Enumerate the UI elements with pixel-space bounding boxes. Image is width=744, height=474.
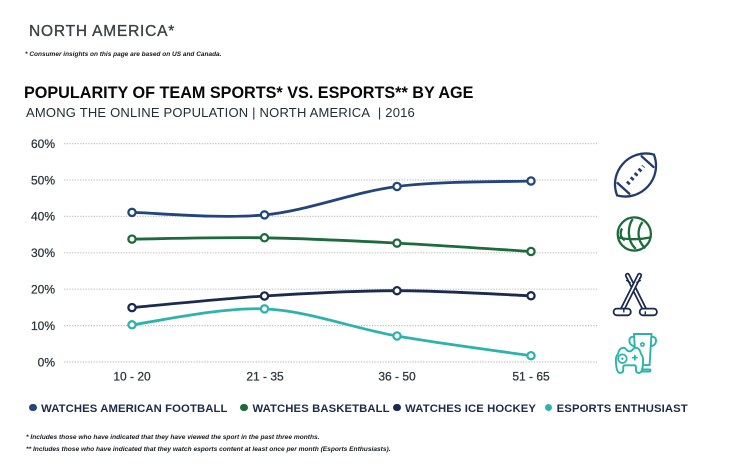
svg-text:40%: 40% — [31, 210, 55, 224]
svg-text:21 - 35: 21 - 35 — [246, 370, 284, 384]
svg-text:36 - 50: 36 - 50 — [378, 370, 416, 384]
svg-text:51 - 65: 51 - 65 — [512, 370, 550, 384]
svg-text:10%: 10% — [31, 319, 55, 333]
svg-text:60%: 60% — [31, 137, 55, 151]
svg-text:10 - 20: 10 - 20 — [113, 370, 151, 384]
svg-text:0%: 0% — [38, 355, 56, 369]
svg-text:20%: 20% — [31, 283, 55, 297]
svg-text:30%: 30% — [31, 246, 55, 260]
svg-text:50%: 50% — [31, 173, 55, 187]
